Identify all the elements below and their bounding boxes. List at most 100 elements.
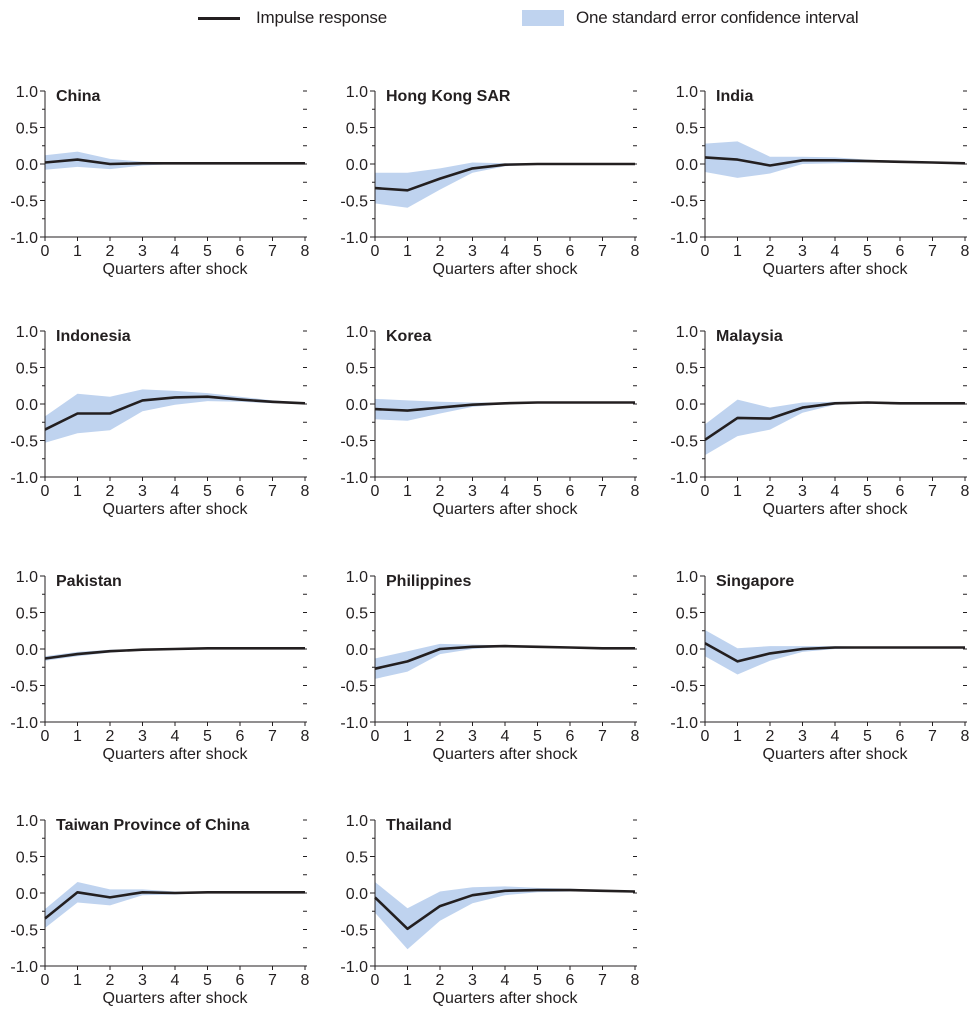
x-tick-label: 4 xyxy=(171,972,180,989)
x-tick-label: 3 xyxy=(138,728,147,745)
y-tick-label: -0.5 xyxy=(340,434,368,451)
x-axis-label: Quarters after shock xyxy=(103,990,249,1007)
x-tick-label: 6 xyxy=(896,728,905,745)
x-tick-label: 0 xyxy=(41,972,50,989)
y-tick-label: 0.0 xyxy=(16,886,38,903)
confidence-band xyxy=(705,630,965,675)
y-tick-label: -0.5 xyxy=(670,679,698,696)
confidence-band xyxy=(705,399,965,456)
y-tick-label: 1.0 xyxy=(16,84,38,101)
x-tick-label: 6 xyxy=(896,243,905,260)
x-tick-label: 1 xyxy=(403,483,412,500)
y-tick-label: 0.0 xyxy=(16,157,38,174)
y-tick-label: -0.5 xyxy=(340,679,368,696)
x-tick-label: 8 xyxy=(631,483,640,500)
x-tick-label: 7 xyxy=(598,483,607,500)
y-tick-label: -0.5 xyxy=(10,194,38,211)
x-tick-label: 3 xyxy=(798,728,807,745)
x-tick-label: 3 xyxy=(138,972,147,989)
impulse-response-line xyxy=(374,644,635,670)
y-tick-label: -0.5 xyxy=(670,434,698,451)
impulse-response-line xyxy=(44,158,305,166)
x-tick-label: 1 xyxy=(733,243,742,260)
x-tick-label: 5 xyxy=(533,972,542,989)
y-tick-label: 0.5 xyxy=(16,121,38,138)
x-axis-label: Quarters after shock xyxy=(763,501,909,518)
confidence-band xyxy=(375,162,635,208)
y-tick-label: 1.0 xyxy=(676,324,698,341)
x-tick-label: 2 xyxy=(766,728,775,745)
x-tick-label: 5 xyxy=(203,483,212,500)
x-tick-label: 6 xyxy=(896,483,905,500)
confidence-band xyxy=(45,882,305,928)
x-tick-label: 7 xyxy=(598,728,607,745)
panel-title: Taiwan Province of China xyxy=(56,817,250,834)
y-tick-label: 0.0 xyxy=(346,642,368,659)
panel: 1.0 0.5 0.0 -0.5 -1.00 1 2 3 4 5 6 7 8 Quarters after… xyxy=(340,324,639,518)
x-tick-label: 1 xyxy=(403,972,412,989)
x-tick-label: 3 xyxy=(138,243,147,260)
x-tick-label: 8 xyxy=(301,243,310,260)
x-tick-label: 1 xyxy=(73,972,82,989)
panel: 1.0 0.5 0.0 -0.5 -1.00 1 2 3 4 5 6 7 8 Quarters after… xyxy=(340,569,639,763)
y-tick-label: 0.0 xyxy=(16,642,38,659)
y-tick-label: 0.5 xyxy=(676,361,698,378)
y-tick-label: -0.5 xyxy=(10,923,38,940)
x-tick-label: 4 xyxy=(171,243,180,260)
legend: Impulse response One standard error conf… xyxy=(0,0,969,36)
x-axis-label: Quarters after shock xyxy=(103,261,249,278)
x-tick-label: 4 xyxy=(501,728,510,745)
y-tick-label: 0.5 xyxy=(16,606,38,623)
x-tick-label: 6 xyxy=(236,483,245,500)
y-tick-label: 0.5 xyxy=(16,850,38,867)
x-tick-label: 0 xyxy=(371,972,380,989)
x-tick-label: 4 xyxy=(831,483,840,500)
panel-title: Malaysia xyxy=(716,328,783,345)
x-tick-label: 3 xyxy=(138,483,147,500)
x-tick-label: 1 xyxy=(73,728,82,745)
legend-band-swatch xyxy=(522,10,564,26)
x-tick-label: 0 xyxy=(41,483,50,500)
y-tick-label: 1.0 xyxy=(346,569,368,586)
impulse-response-line xyxy=(704,642,965,663)
impulse-response-line xyxy=(374,162,635,192)
x-tick-label: 4 xyxy=(831,728,840,745)
x-tick-label: 6 xyxy=(566,972,575,989)
x-tick-label: 0 xyxy=(371,483,380,500)
panel: 1.0 0.5 0.0 -0.5 -1.00 1 2 3 4 5 6 7 8 Quarters after… xyxy=(670,324,969,518)
panel-title: Pakistan xyxy=(56,573,122,590)
x-tick-label: 7 xyxy=(598,243,607,260)
y-tick-label: 0.5 xyxy=(346,850,368,867)
confidence-band xyxy=(45,389,305,443)
y-tick-label: -1.0 xyxy=(670,715,698,732)
x-axis-label: Quarters after shock xyxy=(433,261,579,278)
y-tick-label: 0.0 xyxy=(346,157,368,174)
y-tick-label: -0.5 xyxy=(340,923,368,940)
x-tick-label: 4 xyxy=(171,728,180,745)
y-tick-label: -0.5 xyxy=(10,434,38,451)
x-tick-label: 1 xyxy=(403,243,412,260)
y-tick-label: -1.0 xyxy=(340,230,368,247)
y-tick-label: -1.0 xyxy=(10,959,38,976)
y-tick-label: 0.5 xyxy=(346,361,368,378)
x-tick-label: 4 xyxy=(171,483,180,500)
legend-item-band: One standard error confidence interval xyxy=(522,8,859,28)
x-tick-label: 7 xyxy=(928,243,937,260)
x-axis-label: Quarters after shock xyxy=(433,501,579,518)
x-tick-label: 2 xyxy=(436,728,445,745)
y-tick-label: -1.0 xyxy=(10,230,38,247)
impulse-response-line xyxy=(374,888,636,931)
x-tick-label: 5 xyxy=(863,728,872,745)
y-tick-label: -1.0 xyxy=(340,959,368,976)
x-tick-label: 8 xyxy=(961,483,969,500)
impulse-response-line xyxy=(44,395,306,431)
panel-title: Korea xyxy=(386,328,431,345)
impulse-response-line xyxy=(704,401,965,441)
confidence-band xyxy=(375,882,635,950)
panel: 1.0 0.5 0.0 -0.5 -1.00 1 2 3 4 5 6 7 8 Quarters after… xyxy=(10,84,309,278)
panel: 1.0 0.5 0.0 -0.5 -1.00 1 2 3 4 5 6 7 8 Quarters after… xyxy=(340,84,639,278)
x-tick-label: 2 xyxy=(106,972,115,989)
x-tick-label: 7 xyxy=(268,483,277,500)
x-tick-label: 7 xyxy=(268,728,277,745)
x-tick-label: 1 xyxy=(73,243,82,260)
